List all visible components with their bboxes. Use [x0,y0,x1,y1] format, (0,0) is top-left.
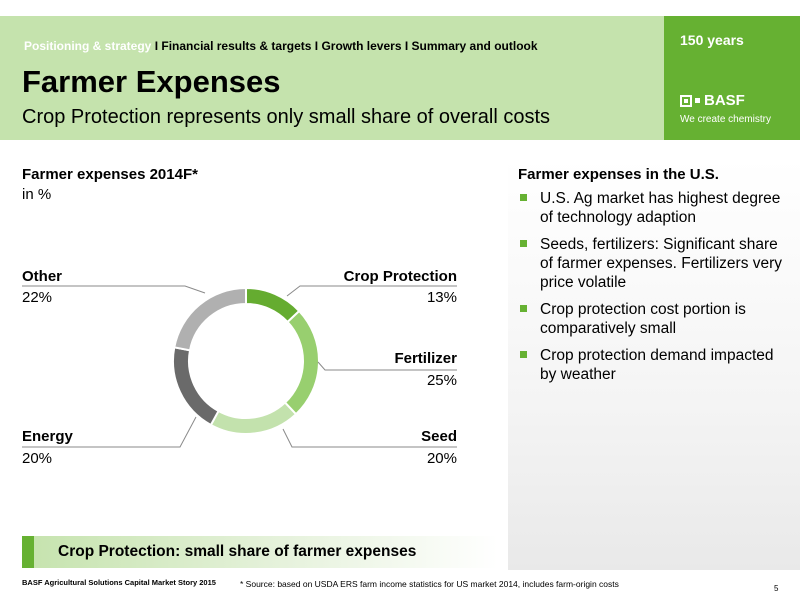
chart-title: Farmer expenses 2014F* [22,166,198,183]
donut-slice-fertilizer [283,309,320,416]
anniversary-badge: 150 years [680,32,744,48]
bullet-item: Crop protection demand impacted by weath… [518,346,788,384]
donut-slice-energy [172,346,220,427]
section-nav: Positioning & strategy I Financial resul… [24,39,538,53]
donut-slice-other [173,286,247,352]
bullet-text: U.S. Ag market has highest degree of tec… [540,190,781,226]
nav-item[interactable]: Summary and outlook [411,39,538,53]
label-seed: Seed [421,428,457,445]
bullet-square-icon [520,305,527,312]
bullet-text: Crop protection cost portion is comparat… [540,301,746,337]
footer-source-deck: BASF Agricultural Solutions Capital Mark… [22,578,216,587]
label-crop-protection: Crop Protection [343,268,457,285]
page-title: Farmer Expenses [22,64,281,99]
bullet-text: Crop protection demand impacted by weath… [540,347,774,383]
info-panel-title: Farmer expenses in the U.S. [518,166,719,183]
tagline: We create chemistry [680,114,771,125]
bullet-text: Seeds, fertilizers: Significant share of… [540,236,783,291]
value-seed: 20% [426,450,457,467]
donut-slice-seed [209,401,298,435]
footer-footnote: * Source: based on USDA ERS farm income … [240,579,619,589]
label-energy: Energy [22,428,73,445]
logo-text: BASF [704,92,745,109]
page-subtitle: Crop Protection represents only small sh… [22,106,551,128]
donut-slice-crop-protection [245,286,301,324]
nav-item-active[interactable]: Positioning & strategy [24,39,152,53]
logo-square-icon [680,94,692,107]
value-fertilizer: 25% [426,372,457,389]
value-energy: 20% [22,450,53,467]
label-fertilizer: Fertilizer [394,350,457,367]
nav-item[interactable]: Growth levers [321,39,402,53]
bullet-square-icon [520,240,527,247]
bullet-item: Seeds, fertilizers: Significant share of… [518,235,788,292]
brand-block: 150 years BASF We create chemistry [664,16,800,140]
bullet-item: U.S. Ag market has highest degree of tec… [518,189,788,227]
nav-separator: I [314,39,319,53]
value-other: 22% [22,289,53,306]
label-other: Other [22,268,63,285]
bullet-item: Crop protection cost portion is comparat… [518,300,788,338]
nav-separator: I [404,39,409,53]
bullet-square-icon [520,351,527,358]
key-message-text: Crop Protection: small share of farmer e… [58,543,417,560]
logo-dot-icon [695,98,700,103]
key-message-box: Crop Protection: small share of farmer e… [22,536,498,568]
bullet-square-icon [520,194,527,201]
key-message-accent [22,536,34,568]
chart-unit: in % [22,186,52,203]
nav-separator: I [154,39,159,53]
nav-item[interactable]: Financial results & targets [161,39,312,53]
info-panel: Farmer expenses in the U.S. U.S. Ag mark… [508,158,800,570]
basf-logo: BASF [680,92,745,109]
page-number: 5 [774,584,779,593]
value-crop-protection: 13% [426,289,457,306]
bullet-list: U.S. Ag market has highest degree of tec… [518,189,788,392]
